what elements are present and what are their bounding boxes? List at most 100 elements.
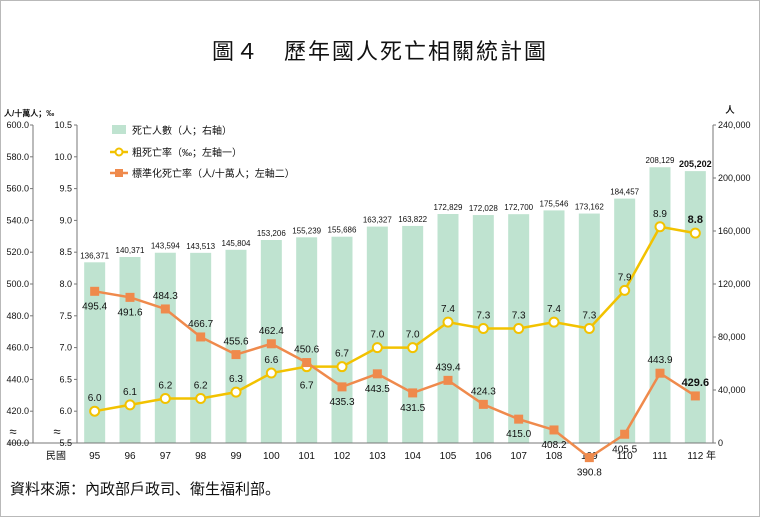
standardized-rate-point	[125, 292, 135, 302]
death-count-label: 140,371	[116, 246, 145, 255]
standardized-rate-label: 462.4	[259, 326, 284, 337]
x-tick-label: 111	[652, 451, 668, 462]
death-count-bar	[614, 198, 636, 443]
death-count-label: 163,327	[363, 216, 392, 225]
crude-rate-label: 7.3	[582, 311, 596, 322]
crude-rate-label: 7.9	[618, 272, 632, 283]
right-axis-tick-label: 240,000	[718, 120, 751, 130]
crude-rate-point	[477, 323, 489, 335]
left-axis-1-tick-label: 560.0	[6, 184, 29, 194]
left-axis-1-tick-label: 580.0	[6, 152, 29, 162]
standardized-rate-label: 408.2	[541, 440, 566, 451]
standardized-rate-point	[514, 414, 524, 424]
crude-rate-label: 6.1	[123, 387, 137, 398]
standardized-rate-point	[549, 425, 559, 435]
left-axis-2-tick-label: 10.5	[54, 120, 72, 130]
crude-rate-point	[336, 361, 348, 373]
standardized-rate-label: 495.4	[82, 301, 107, 312]
crude-rate-label: 7.3	[512, 311, 526, 322]
crude-rate-point	[513, 323, 525, 335]
standardized-rate-point	[408, 388, 418, 398]
left-axis-2-tick-label: 6.0	[59, 406, 72, 416]
x-tick-label: 103	[369, 451, 386, 462]
right-axis-tick-label: 80,000	[718, 332, 746, 342]
death-count-label: 155,686	[328, 226, 357, 235]
legend-bar-label: 死亡人數（人；右軸）	[132, 124, 232, 137]
standardized-rate-label: 443.5	[365, 384, 390, 395]
standardized-rate-label: 466.7	[188, 319, 213, 330]
left-axis-2-tick-label: 6.5	[59, 374, 72, 384]
crude-rate-label: 6.2	[158, 380, 172, 391]
standardized-rate-point	[620, 429, 630, 439]
death-count-bar	[119, 257, 141, 443]
left-axis-2-tick-label: 8.0	[59, 279, 72, 289]
chart-title: 圖４ 歷年國人死亡相關統計圖	[211, 40, 548, 65]
standardized-rate-label: 455.6	[223, 337, 248, 348]
standardized-rate-label: 424.3	[471, 386, 496, 397]
crude-rate-label: 8.9	[653, 209, 667, 220]
x-tick-label: 108	[546, 451, 563, 462]
axis-break-mark: ≈	[9, 424, 16, 439]
crude-rate-point	[407, 342, 419, 354]
x-axis-suffix: 年	[706, 449, 716, 462]
standardized-rate-label: 405.5	[612, 444, 637, 455]
death-count-bar	[437, 214, 459, 443]
crude-rate-label: 8.8	[688, 214, 703, 226]
death-count-label: 175,546	[540, 199, 569, 208]
x-tick-label: 105	[440, 451, 457, 462]
x-tick-label: 104	[404, 451, 421, 462]
death-count-label: 184,457	[610, 188, 639, 197]
standardized-rate-point	[337, 382, 347, 392]
standardized-rate-label: 435.3	[329, 397, 354, 408]
standardized-rate-point	[690, 391, 700, 401]
death-count-bar	[225, 249, 247, 443]
standardized-rate-point	[231, 350, 241, 360]
legend-bar-swatch	[112, 125, 126, 134]
right-axis-tick-label: 0	[718, 438, 723, 448]
standardized-rate-label: 491.6	[117, 307, 142, 318]
standardized-rate-label: 450.6	[294, 345, 319, 356]
left-axis-title: 人/十萬人；‰	[4, 108, 54, 119]
crude-rate-point	[548, 316, 560, 328]
standardized-rate-label: 390.8	[577, 468, 602, 479]
x-tick-label: 107	[510, 451, 527, 462]
crude-rate-label: 7.4	[547, 304, 561, 315]
standardized-rate-point	[302, 358, 312, 368]
death-count-label: 172,829	[434, 203, 463, 212]
standardized-rate-point	[584, 453, 594, 463]
crude-rate-point	[159, 392, 171, 404]
crude-rate-point	[230, 386, 242, 398]
standardized-rate-point	[196, 332, 206, 342]
death-count-label: 163,822	[398, 215, 427, 224]
crude-rate-point	[195, 392, 207, 404]
crude-rate-point	[442, 316, 454, 328]
left-axis-2-tick-label: 7.5	[59, 311, 72, 321]
x-tick-label: 102	[334, 451, 351, 462]
standardized-rate-label: 484.3	[153, 291, 178, 302]
death-count-label: 208,129	[646, 156, 675, 165]
death-count-label: 155,239	[292, 226, 321, 235]
crude-rate-point	[89, 405, 101, 417]
standardized-rate-label: 439.4	[435, 362, 460, 373]
death-count-bar	[684, 171, 706, 443]
right-axis-tick-label: 40,000	[718, 385, 746, 395]
left-axis-1-tick-label: 460.0	[6, 343, 29, 353]
crude-rate-label: 7.0	[406, 330, 420, 341]
death-count-bar	[84, 262, 106, 443]
crude-rate-line	[94, 225, 696, 413]
death-count-label: 172,028	[469, 204, 498, 213]
right-axis-tick-label: 200,000	[718, 173, 751, 183]
crude-rate-point	[619, 284, 631, 296]
crude-rate-label: 6.0	[88, 393, 102, 404]
crude-rate-label: 6.7	[300, 381, 314, 392]
left-axis-1-tick-label: 420.0	[6, 406, 29, 416]
crude-rate-label: 6.6	[264, 355, 278, 366]
x-tick-label: 98	[195, 451, 207, 462]
left-axis-1-tick-label: 540.0	[6, 215, 29, 225]
crude-rate-label: 7.4	[441, 304, 455, 315]
standardized-rate-point	[266, 339, 276, 349]
standardized-rate-label: 429.6	[682, 377, 710, 389]
x-tick-label: 101	[298, 451, 315, 462]
death-count-bar	[331, 236, 353, 443]
